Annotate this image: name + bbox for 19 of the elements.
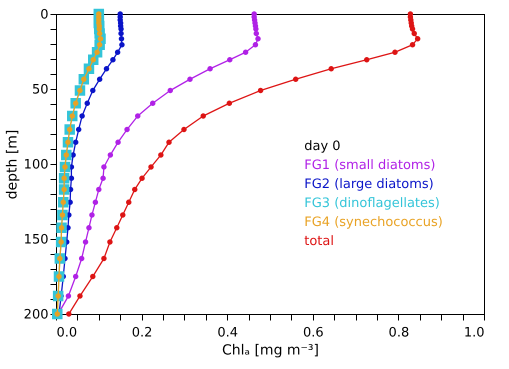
x-axis-title: Chlₐ [mg m⁻³] — [222, 342, 320, 358]
x-tick-label: 0.4 — [217, 326, 238, 340]
x-tick-label: 0.0 — [56, 326, 78, 340]
x-tick-label: 1.0 — [464, 326, 484, 340]
y-tick-label: 200 — [24, 308, 48, 322]
annotation: day 0 — [304, 139, 341, 154]
text: FG1 (small diatoms) — [304, 158, 436, 173]
x-tick-label: 0.6 — [302, 326, 324, 340]
text: FG2 (large diatoms) — [304, 177, 434, 192]
y-tick-label: 50 — [32, 82, 48, 98]
y-axis-title: depth [m] — [4, 130, 21, 200]
text: FG4 (synechococcus) — [304, 215, 443, 230]
y-tick-label: 150 — [24, 232, 48, 248]
y-tick-label: 100 — [24, 158, 48, 172]
x-tick-label: 0.8 — [388, 326, 410, 340]
x-tick-label: 0.2 — [132, 326, 152, 340]
y-tick-label: 0 — [40, 8, 48, 22]
text: total — [304, 234, 334, 249]
text: FG3 (dinoflagellates) — [304, 196, 440, 211]
